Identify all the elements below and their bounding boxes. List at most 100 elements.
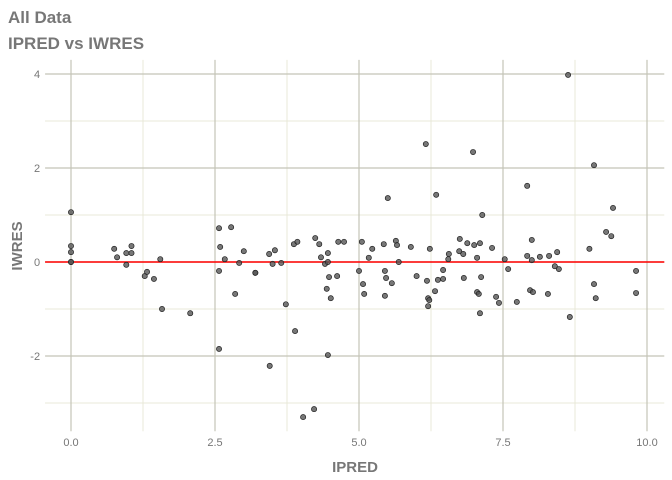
data-point	[383, 275, 390, 281]
data-point	[68, 259, 74, 265]
data-point	[369, 245, 376, 252]
data-point	[440, 267, 447, 273]
data-point	[633, 290, 640, 296]
data-point	[603, 228, 610, 235]
data-point	[477, 310, 483, 317]
data-point	[68, 243, 74, 249]
data-point	[111, 245, 118, 252]
data-point	[478, 274, 485, 280]
data-point	[334, 273, 341, 280]
data-point	[528, 236, 535, 243]
data-point	[388, 280, 395, 287]
data-point	[460, 251, 467, 257]
data-point	[422, 141, 429, 147]
data-point	[633, 267, 640, 274]
data-point	[316, 241, 323, 248]
data-point	[327, 295, 334, 302]
data-point	[318, 254, 324, 261]
data-point	[68, 209, 74, 216]
data-point	[150, 275, 157, 282]
data-point	[426, 245, 433, 252]
data-point	[187, 310, 194, 317]
data-point	[294, 238, 301, 245]
data-point	[68, 249, 74, 256]
data-point	[240, 248, 247, 255]
data-point	[114, 254, 121, 261]
data-point	[477, 240, 483, 247]
data-point	[528, 257, 535, 264]
data-point	[312, 235, 319, 241]
y-tick-label: 4	[34, 69, 40, 81]
data-point	[426, 297, 433, 304]
data-point	[282, 301, 289, 308]
data-point	[551, 263, 558, 270]
data-point	[544, 291, 551, 297]
data-point	[434, 276, 441, 283]
y-axis-label: IWRES	[9, 221, 26, 270]
data-point	[271, 247, 278, 254]
data-point	[460, 275, 467, 281]
data-point	[236, 259, 243, 266]
data-point	[216, 267, 222, 274]
data-point	[536, 253, 543, 260]
data-point	[489, 244, 496, 251]
data-point	[445, 251, 452, 257]
grid	[45, 59, 665, 432]
data-point	[128, 250, 135, 257]
data-point	[456, 236, 463, 242]
data-point	[123, 261, 130, 268]
data-point	[407, 244, 414, 250]
data-point	[381, 267, 388, 274]
data-point	[555, 266, 562, 272]
data-point	[335, 238, 342, 245]
data-point	[326, 274, 332, 280]
data-point	[610, 204, 616, 211]
x-tick-label: 5.0	[351, 437, 366, 449]
data-point	[381, 292, 388, 299]
data-point	[252, 269, 259, 276]
data-point	[278, 259, 285, 266]
data-point	[228, 224, 235, 231]
data-point	[300, 414, 307, 421]
data-point	[128, 243, 135, 249]
data-point	[505, 266, 512, 272]
data-point	[311, 406, 318, 413]
data-point	[361, 291, 368, 297]
data-point	[266, 362, 273, 369]
data-point	[470, 149, 476, 155]
data-point	[216, 225, 222, 232]
data-point	[493, 293, 500, 300]
data-point	[546, 252, 553, 259]
data-point	[324, 250, 331, 257]
data-point	[384, 195, 391, 202]
data-point	[471, 242, 478, 249]
data-point	[464, 240, 471, 247]
data-point	[524, 182, 531, 189]
data-point	[269, 260, 276, 267]
data-point	[565, 71, 572, 78]
x-axis-label: IPRED	[332, 459, 378, 476]
data-point	[217, 244, 224, 250]
data-point	[424, 277, 430, 284]
data-point	[394, 242, 400, 249]
data-point	[324, 259, 331, 265]
data-point	[524, 252, 531, 259]
data-point	[586, 245, 593, 252]
x-tick-label: 0.0	[63, 437, 78, 449]
data-point	[530, 289, 536, 296]
data-point	[474, 254, 481, 261]
data-point	[144, 268, 150, 275]
data-point	[365, 254, 372, 261]
data-point	[608, 233, 615, 240]
data-point	[433, 191, 440, 198]
data-point	[479, 212, 486, 218]
data-point	[380, 241, 387, 248]
chart-title: All Data	[8, 8, 72, 27]
data-point	[554, 249, 561, 256]
data-point	[592, 295, 599, 302]
data-point	[591, 162, 597, 169]
data-point	[425, 303, 432, 310]
data-point	[358, 238, 365, 245]
data-point	[591, 281, 597, 288]
